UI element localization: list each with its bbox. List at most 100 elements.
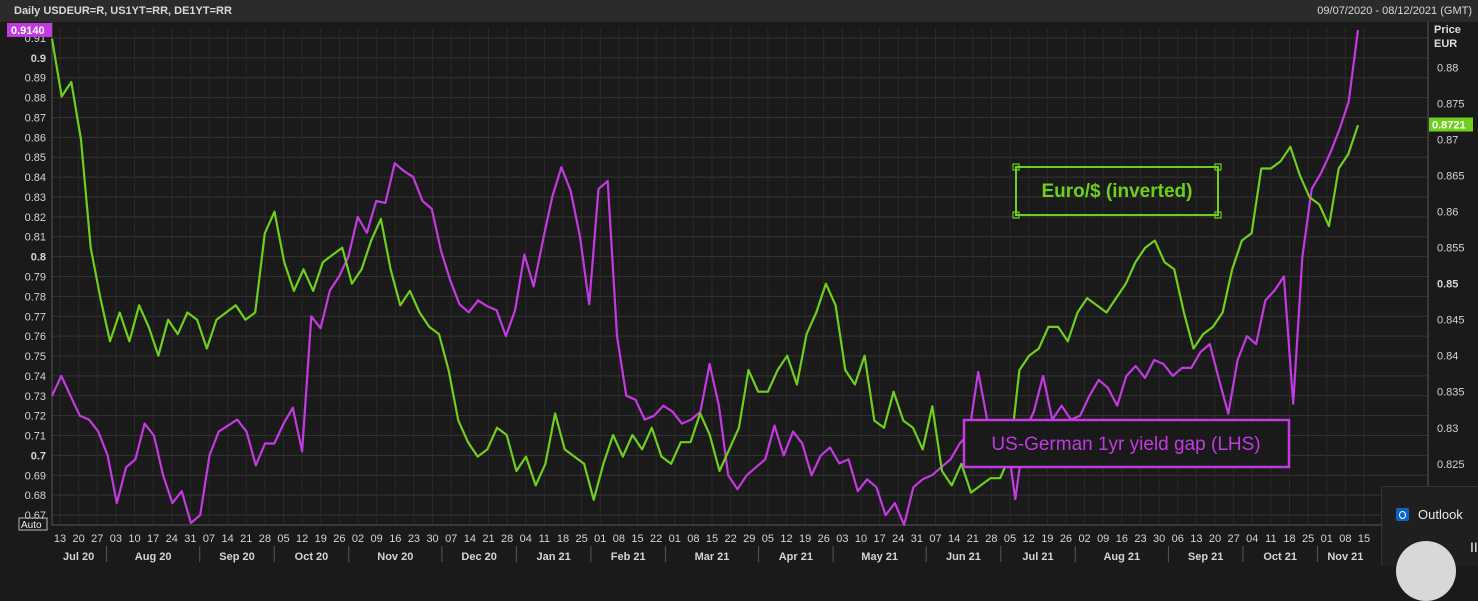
x-tick-label: 17 (147, 533, 159, 545)
x-tick-label: 27 (1227, 533, 1239, 545)
month-label: Aug 20 (135, 551, 172, 563)
x-tick-label: 24 (166, 533, 178, 545)
x-tick-label: 30 (1153, 533, 1165, 545)
auto-scale-label: Auto (21, 520, 42, 531)
auto-scale-box (18, 517, 48, 531)
x-tick-label: 05 (277, 533, 289, 545)
month-label: Jan 21 (537, 551, 571, 563)
left-current-value: 0.9140 (11, 25, 45, 37)
x-tick-label: 16 (389, 533, 401, 545)
right-tick-label: 0.835 (1437, 387, 1465, 399)
left-tick-label: 0.71 (25, 431, 46, 443)
x-tick-label: 19 (799, 533, 811, 545)
yield-annotation-box (962, 418, 1291, 469)
x-tick-label: 25 (575, 533, 587, 545)
x-tick-label: 08 (613, 533, 625, 545)
x-tick-label: 20 (1209, 533, 1221, 545)
x-tick-label: 07 (445, 533, 457, 545)
x-tick-label: 30 (426, 533, 438, 545)
x-tick-label: 12 (296, 533, 308, 545)
x-tick-label: 03 (836, 533, 848, 545)
month-label: May 21 (861, 551, 898, 563)
x-tick-label: 12 (780, 533, 792, 545)
month-label: Nov 21 (1327, 551, 1363, 563)
left-tick-label: 0.77 (25, 311, 46, 323)
chart-title: Daily USDEUR=R, US1YT=RR, DE1YT=RR (14, 5, 232, 17)
euro-annotation-label: Euro/$ (inverted) (1042, 181, 1193, 202)
x-tick-label: 28 (501, 533, 513, 545)
month-label: Sep 21 (1188, 551, 1223, 563)
left-tick-label: 0.76 (25, 331, 46, 343)
left-current-value-tag (7, 22, 52, 37)
notification-partial-text: II (1470, 539, 1478, 555)
chart-titlebar: Daily USDEUR=R, US1YT=RR, DE1YT=RR 09/07… (0, 0, 1478, 22)
x-tick-label: 16 (1116, 533, 1128, 545)
annotation-handle (1214, 163, 1222, 171)
x-tick-label: 02 (352, 533, 364, 545)
x-tick-label: 14 (464, 533, 476, 545)
x-tick-label: 04 (1246, 533, 1258, 545)
x-tick-label: 11 (1265, 533, 1276, 545)
x-tick-label: 09 (371, 533, 383, 545)
annotation-handle (1012, 163, 1020, 171)
x-tick-label: 03 (110, 533, 122, 545)
x-tick-label: 04 (520, 533, 532, 545)
left-tick-label: 0.88 (25, 93, 46, 105)
avatar (1396, 541, 1456, 601)
x-tick-label: 15 (706, 533, 718, 545)
month-label: Jul 21 (1022, 551, 1053, 563)
x-tick-label: 13 (54, 533, 66, 545)
left-tick-label: 0.86 (25, 132, 46, 144)
x-tick-label: 15 (1358, 533, 1370, 545)
right-tick-label: 0.85 (1437, 279, 1458, 291)
right-tick-label: 0.86 (1437, 207, 1458, 219)
left-tick-label: 0.87 (25, 112, 46, 124)
line-chart[interactable]: 0.910.90.890.880.870.860.850.840.830.820… (0, 22, 1478, 565)
x-tick-label: 31 (184, 533, 196, 545)
x-tick-label: 05 (1004, 533, 1016, 545)
x-tick-label: 02 (1078, 533, 1090, 545)
annotation-handle (1214, 211, 1222, 219)
month-label: Feb 21 (611, 551, 646, 563)
x-tick-label: 26 (1060, 533, 1072, 545)
x-tick-label: 20 (73, 533, 85, 545)
right-tick-label: 0.855 (1437, 243, 1465, 255)
x-tick-label: 21 (482, 533, 494, 545)
x-tick-label: 22 (650, 533, 662, 545)
x-tick-label: 09 (1097, 533, 1109, 545)
x-tick-label: 14 (222, 533, 234, 545)
right-tick-label: 0.845 (1437, 315, 1465, 327)
left-tick-label: 0.81 (25, 232, 46, 244)
x-tick-label: 06 (1172, 533, 1184, 545)
x-tick-label: 19 (1041, 533, 1053, 545)
right-tick-label: 0.88 (1437, 63, 1458, 75)
date-range: 09/07/2020 - 08/12/2021 (GMT) (1317, 5, 1472, 17)
outlook-label: Outlook (1418, 507, 1463, 522)
euro-annotation-box (1015, 166, 1219, 216)
month-label: Dec 20 (461, 551, 496, 563)
left-tick-label: 0.82 (25, 212, 46, 224)
x-tick-label: 17 (874, 533, 886, 545)
left-tick-label: 0.83 (25, 192, 46, 204)
outlook-row[interactable]: Outlook (1396, 507, 1463, 522)
x-tick-label: 27 (91, 533, 103, 545)
left-tick-label: 0.68 (25, 490, 46, 502)
x-tick-label: 15 (631, 533, 643, 545)
x-tick-label: 07 (929, 533, 941, 545)
month-label: Jun 21 (946, 551, 981, 563)
x-tick-label: 22 (725, 533, 737, 545)
x-tick-label: 23 (408, 533, 420, 545)
month-label: Nov 20 (377, 551, 413, 563)
right-axis-title: Price (1434, 24, 1461, 36)
right-tick-label: 0.87 (1437, 135, 1458, 147)
outlook-notification[interactable]: Outlook II (1381, 486, 1478, 601)
x-tick-label: 08 (1339, 533, 1351, 545)
right-tick-label: 0.83 (1437, 423, 1458, 435)
month-label: Oct 20 (295, 551, 329, 563)
x-tick-label: 01 (669, 533, 681, 545)
x-tick-label: 05 (762, 533, 774, 545)
yield-annotation-label: US-German 1yr yield gap (LHS) (991, 434, 1260, 455)
x-tick-label: 28 (259, 533, 271, 545)
left-tick-label: 0.89 (25, 73, 46, 85)
x-tick-label: 26 (333, 533, 345, 545)
